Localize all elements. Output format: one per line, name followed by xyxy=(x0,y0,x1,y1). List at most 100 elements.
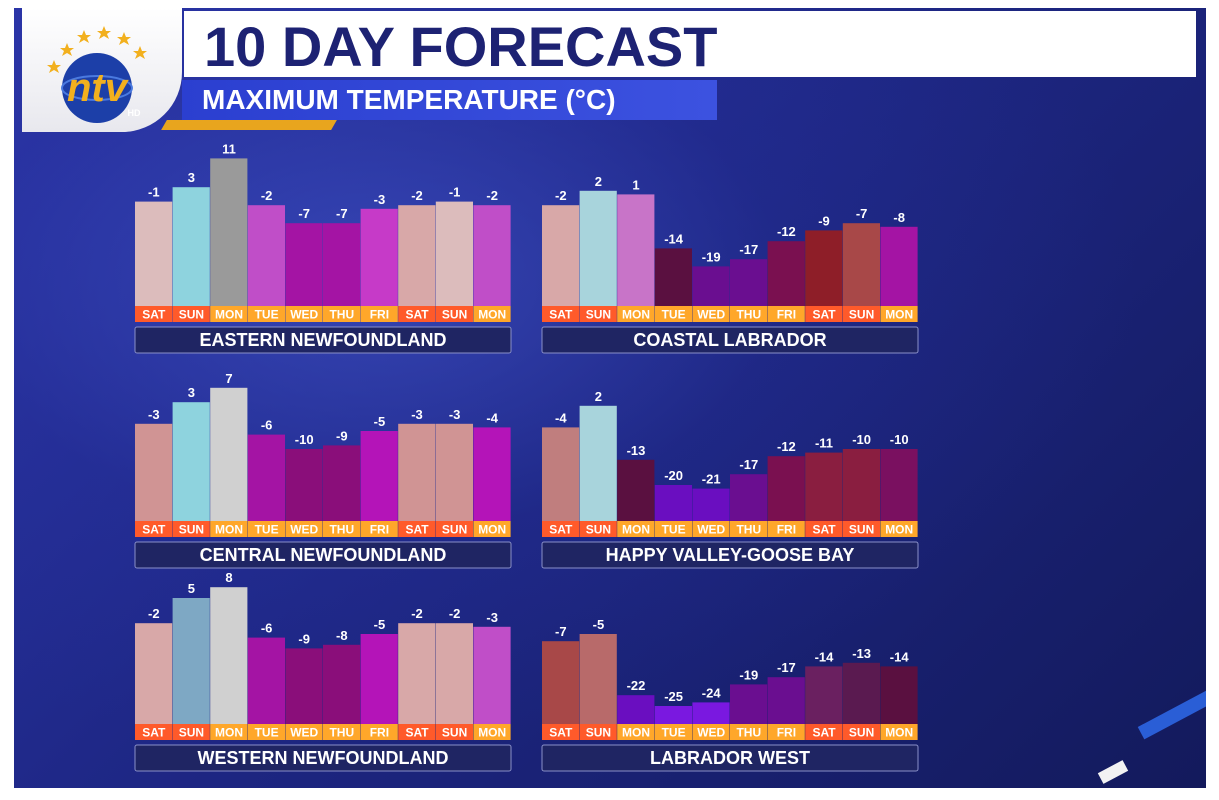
day-label-bg xyxy=(654,521,692,537)
day-label: WED xyxy=(290,523,318,537)
day-label-bg xyxy=(398,306,436,322)
star-icons xyxy=(47,26,147,73)
day-label: THU xyxy=(329,726,354,740)
day-label-bg xyxy=(360,521,398,537)
forecast-charts: -1SAT3SUN11MON-2TUE-7WED-7THU-3FRI-2SAT-… xyxy=(134,141,919,772)
day-label-bg xyxy=(210,724,248,740)
temperature-value: -5 xyxy=(593,617,605,632)
temperature-bar xyxy=(767,677,805,724)
day-label-bg xyxy=(730,521,768,537)
day-label-bg xyxy=(360,306,398,322)
day-label-bg xyxy=(579,306,617,322)
day-label-bg xyxy=(473,521,511,537)
temperature-bar xyxy=(360,431,398,521)
day-label: TUE xyxy=(662,308,686,322)
temperature-value: -2 xyxy=(411,606,423,621)
day-label-bg xyxy=(285,306,323,322)
region-label-box xyxy=(134,541,512,569)
day-label: SUN xyxy=(586,308,611,322)
day-label: SUN xyxy=(179,308,204,322)
day-label: TUE xyxy=(662,523,686,537)
day-label: SUN xyxy=(849,523,874,537)
temperature-value: -7 xyxy=(555,624,567,639)
day-label-bg xyxy=(323,306,361,322)
day-label-bg xyxy=(172,306,210,322)
day-label: MON xyxy=(215,726,243,740)
temperature-bar xyxy=(323,223,361,306)
temperature-bar xyxy=(323,644,361,724)
day-label: SAT xyxy=(812,308,836,322)
temperature-bar xyxy=(398,423,436,521)
temperature-bar xyxy=(210,387,248,521)
day-label: SUN xyxy=(442,726,467,740)
day-label-bg xyxy=(473,306,511,322)
temperature-value: -9 xyxy=(298,631,310,646)
day-label: SUN xyxy=(849,726,874,740)
temperature-value: 3 xyxy=(188,170,195,185)
temperature-value: -2 xyxy=(148,606,160,621)
day-label: WED xyxy=(290,726,318,740)
day-label-bg xyxy=(473,724,511,740)
region-label: EASTERN NEWFOUNDLAND xyxy=(200,330,447,350)
temperature-bar xyxy=(360,634,398,724)
day-label: SAT xyxy=(549,523,573,537)
page-title: 10 DAY FORECAST xyxy=(204,15,718,78)
temperature-bar xyxy=(135,623,173,724)
day-label-bg xyxy=(880,724,918,740)
forecast-graphic: ntv HD 10 DAY FORECAST MAXIMUM TEMPERATU… xyxy=(14,8,1206,788)
day-label: SUN xyxy=(442,523,467,537)
day-label-bg xyxy=(842,306,880,322)
temperature-value: -4 xyxy=(555,410,567,425)
day-label-bg xyxy=(172,724,210,740)
temperature-value: 11 xyxy=(222,141,236,156)
day-label-bg xyxy=(323,521,361,537)
day-label-bg xyxy=(842,724,880,740)
subtitle-bar: MAXIMUM TEMPERATURE (°C) xyxy=(182,80,717,120)
temperature-value: -11 xyxy=(815,436,833,451)
temperature-value: -13 xyxy=(852,646,871,661)
day-label-bg xyxy=(805,724,843,740)
day-label: SUN xyxy=(179,523,204,537)
temperature-value: -9 xyxy=(818,213,830,228)
day-label: MON xyxy=(215,523,243,537)
temperature-bar xyxy=(285,449,323,521)
day-label-bg xyxy=(323,724,361,740)
day-label: MON xyxy=(885,308,913,322)
region-label-box xyxy=(541,744,919,772)
day-label-bg xyxy=(135,521,173,537)
day-label: SAT xyxy=(405,308,429,322)
temperature-value: -9 xyxy=(336,428,348,443)
day-label: MON xyxy=(885,523,913,537)
temperature-bar xyxy=(435,423,473,521)
day-label-bg xyxy=(435,724,473,740)
temperature-value: 5 xyxy=(188,581,195,596)
day-label-bg xyxy=(842,521,880,537)
temperature-bar xyxy=(692,488,730,521)
temperature-bar xyxy=(579,405,617,521)
day-label: MON xyxy=(885,726,913,740)
temperature-bar xyxy=(542,205,580,306)
temperature-value: -8 xyxy=(336,628,348,643)
day-label: THU xyxy=(329,308,354,322)
temperature-bar xyxy=(842,662,880,724)
day-label: TUE xyxy=(255,523,279,537)
day-label-bg xyxy=(210,521,248,537)
temperature-bar xyxy=(654,248,692,306)
day-label: SUN xyxy=(442,308,467,322)
temperature-value: -3 xyxy=(374,192,386,207)
region-label: WESTERN NEWFOUNDLAND xyxy=(198,748,449,768)
region-label-box xyxy=(541,326,919,354)
temperature-bar xyxy=(805,452,843,521)
day-label-bg xyxy=(579,724,617,740)
region-label: HAPPY VALLEY-GOOSE BAY xyxy=(606,545,855,565)
temperature-bar xyxy=(285,223,323,306)
day-label-bg xyxy=(805,306,843,322)
day-label: MON xyxy=(478,523,506,537)
temperature-value: -25 xyxy=(664,689,683,704)
temperature-value: 1 xyxy=(632,177,639,192)
day-label-bg xyxy=(880,306,918,322)
temperature-bar xyxy=(172,402,210,521)
day-label-bg xyxy=(692,724,730,740)
region-chart: -2 SAT 2 SUN 1 MON -14 TUE -19 WED -17 THU -12 FRI -9 S… xyxy=(541,174,919,354)
region-label-box xyxy=(134,744,512,772)
